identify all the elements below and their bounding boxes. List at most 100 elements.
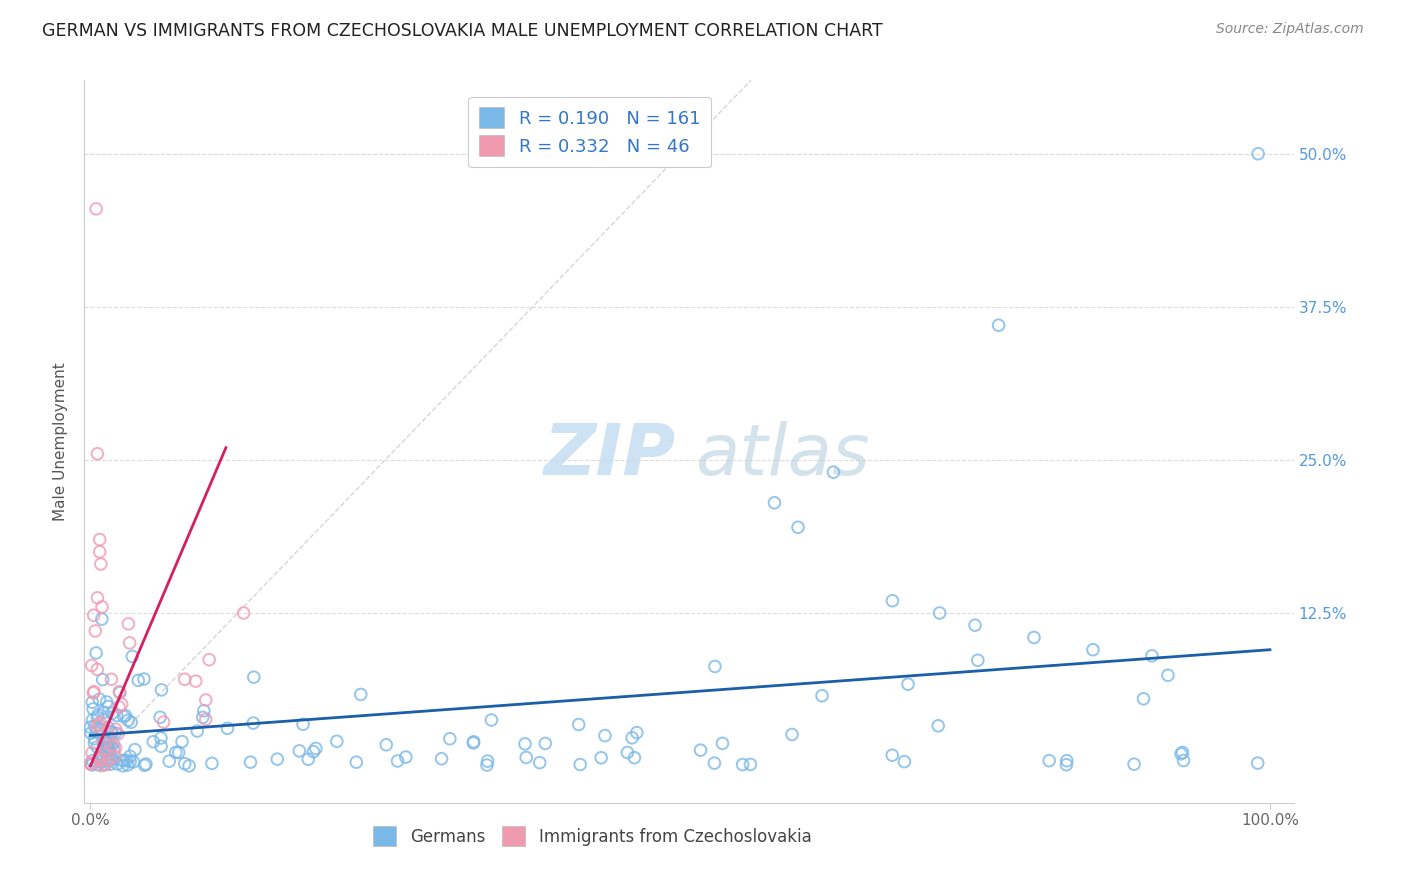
Point <box>120 755 142 769</box>
Point <box>731 757 754 772</box>
Point <box>1247 756 1270 770</box>
Point <box>87 707 110 722</box>
Point <box>463 735 485 749</box>
Point <box>80 658 103 673</box>
Point <box>305 741 328 756</box>
Point <box>198 653 221 667</box>
Point <box>97 720 120 734</box>
Point <box>93 705 115 719</box>
Point <box>170 734 193 748</box>
Point <box>173 756 195 771</box>
Point <box>780 727 803 741</box>
Point <box>98 747 121 761</box>
Point <box>90 723 112 737</box>
Point <box>83 684 105 698</box>
Point <box>101 725 124 739</box>
Point <box>1123 757 1146 772</box>
Point <box>98 731 121 745</box>
Point <box>242 670 264 684</box>
Point <box>963 618 986 632</box>
Point <box>100 724 122 739</box>
Point <box>297 752 319 766</box>
Point <box>97 742 120 756</box>
Point <box>150 682 173 697</box>
Point <box>387 754 409 768</box>
Point <box>86 719 108 733</box>
Point <box>292 717 315 731</box>
Point <box>89 715 111 730</box>
Point <box>104 749 127 764</box>
Point <box>395 750 418 764</box>
Point <box>266 752 288 766</box>
Point <box>1173 754 1195 768</box>
Point <box>184 674 207 689</box>
Point <box>430 752 453 766</box>
Point <box>344 755 367 769</box>
Point <box>93 712 115 726</box>
Point <box>101 706 124 721</box>
Point <box>84 624 107 638</box>
Point <box>84 202 107 216</box>
Point <box>97 751 120 765</box>
Point <box>157 754 180 768</box>
Point <box>1171 746 1194 760</box>
Point <box>90 751 112 765</box>
Point <box>104 740 127 755</box>
Point <box>1022 631 1045 645</box>
Point <box>97 753 120 767</box>
Point <box>83 731 105 746</box>
Point <box>108 685 131 699</box>
Point <box>82 686 104 700</box>
Point <box>481 713 503 727</box>
Point <box>893 755 915 769</box>
Point <box>111 759 134 773</box>
Point <box>83 608 105 623</box>
Point <box>568 717 591 731</box>
Point <box>515 750 537 764</box>
Point <box>82 754 104 768</box>
Point <box>100 738 122 752</box>
Point <box>98 757 121 772</box>
Point <box>89 533 111 547</box>
Point <box>89 545 111 559</box>
Point <box>117 714 139 728</box>
Point <box>217 722 239 736</box>
Point <box>1140 648 1163 663</box>
Point <box>1038 754 1060 768</box>
Point <box>150 731 173 745</box>
Point <box>89 749 111 764</box>
Point <box>177 759 200 773</box>
Point <box>89 692 111 706</box>
Point <box>108 700 131 714</box>
Text: Source: ZipAtlas.com: Source: ZipAtlas.com <box>1216 22 1364 37</box>
Point <box>86 725 108 739</box>
Point <box>623 750 645 764</box>
Point <box>122 755 145 769</box>
Point <box>1247 146 1270 161</box>
Point <box>882 593 904 607</box>
Point <box>112 709 135 723</box>
Text: ZIP: ZIP <box>544 422 676 491</box>
Point <box>104 723 127 737</box>
Point <box>86 739 108 754</box>
Point <box>326 734 349 748</box>
Point <box>534 736 557 750</box>
Point <box>124 742 146 756</box>
Point <box>120 715 142 730</box>
Point <box>897 677 920 691</box>
Point <box>703 659 725 673</box>
Point <box>152 714 174 729</box>
Point <box>104 726 127 740</box>
Point <box>242 716 264 731</box>
Point <box>117 616 139 631</box>
Point <box>89 753 111 767</box>
Point <box>167 746 190 760</box>
Point <box>107 727 129 741</box>
Point <box>703 756 725 771</box>
Point <box>987 318 1010 333</box>
Point <box>87 757 110 772</box>
Point <box>105 708 128 723</box>
Point <box>477 754 499 768</box>
Point <box>83 719 105 733</box>
Point <box>439 731 461 746</box>
